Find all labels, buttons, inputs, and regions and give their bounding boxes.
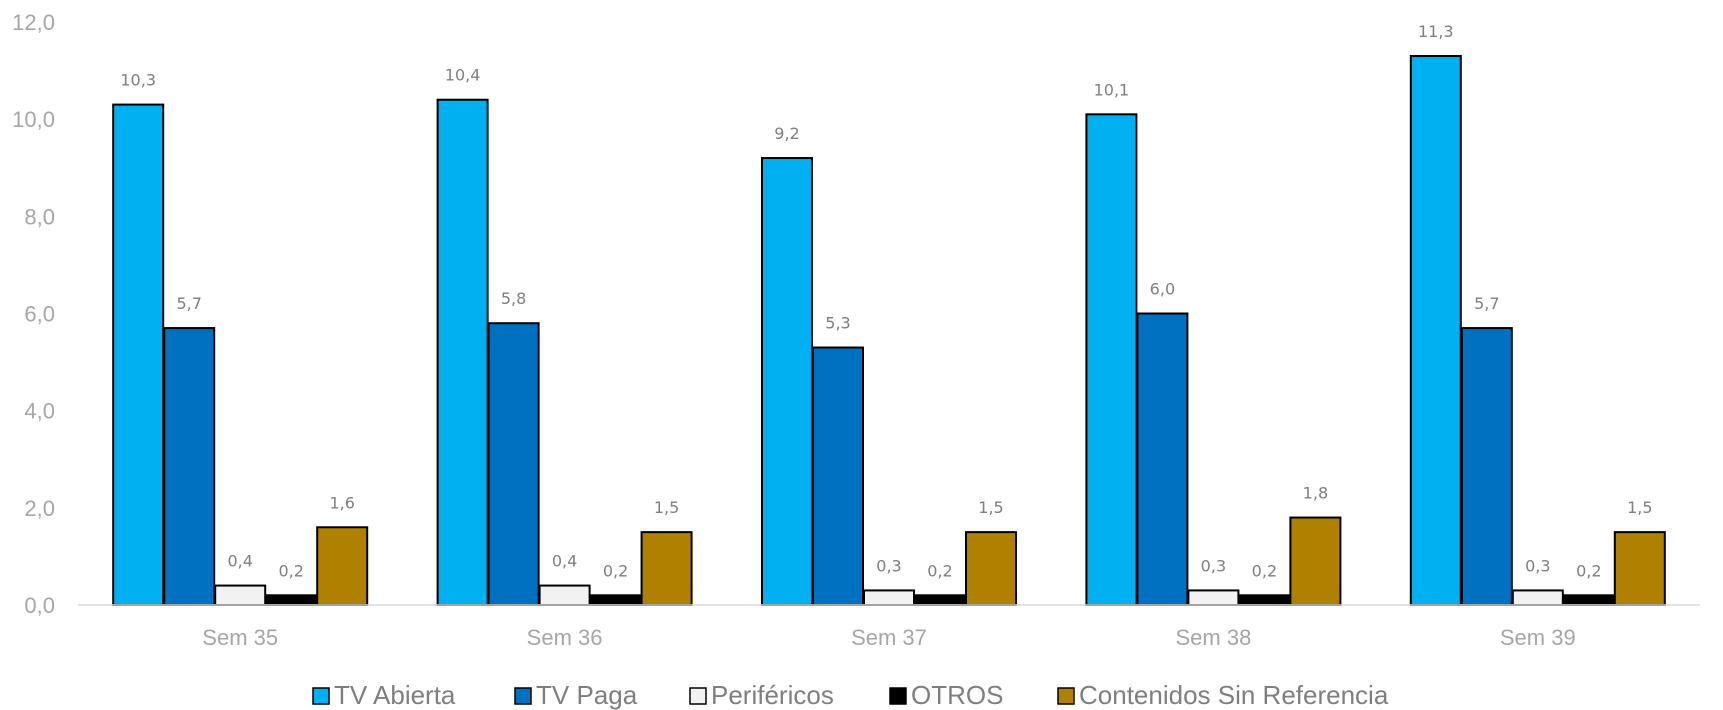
data-label: 9,2: [774, 124, 799, 143]
data-label: 10,4: [445, 66, 481, 85]
data-label: 0,2: [278, 561, 303, 580]
y-tick-label: 6,0: [24, 302, 55, 327]
x-tick-label: Sem 39: [1500, 625, 1576, 650]
plot-area: 10,3 5,7 0,4 0,2 1,6 10,4 5,8 0,4 0,2 1,5 9,2 5,3 0,…: [112, 22, 1666, 607]
data-label: 0,4: [552, 552, 577, 571]
y-tick-label: 2,0: [24, 496, 55, 521]
y-axis: 0,0 2,0 4,0 6,0 8,0 10,0 12,0: [12, 10, 55, 618]
x-axis: Sem 35 Sem 36 Sem 37 Sem 38 Sem 39: [78, 604, 1700, 650]
data-label: 0,2: [603, 561, 628, 580]
bar-perif-ricos-sem-36: [538, 584, 591, 606]
bar-perif-ricos-sem-37: [863, 589, 915, 606]
legend-swatch: [889, 687, 907, 705]
data-label: 10,1: [1094, 80, 1130, 99]
bar-tv-abierta-sem-36: [436, 98, 489, 606]
bar-tv-abierta-sem-39: [1409, 55, 1462, 606]
y-tick-label: 4,0: [24, 399, 55, 424]
y-tick-label: 8,0: [24, 204, 55, 229]
bar-perif-ricos-sem-38: [1187, 589, 1240, 606]
x-tick-label: Sem 37: [851, 625, 927, 650]
data-label: 1,5: [654, 498, 679, 517]
data-label: 1,5: [978, 498, 1003, 517]
legend-label: Contenidos Sin Referencia: [1079, 680, 1389, 710]
data-label: 0,2: [927, 561, 952, 580]
legend-swatch: [1057, 687, 1075, 705]
legend-label: TV Abierta: [334, 680, 456, 710]
data-label: 0,2: [1252, 561, 1277, 580]
y-tick-label: 0,0: [24, 593, 55, 618]
y-tick-label: 10,0: [12, 107, 55, 132]
bar-contenidos-sin-referencia-sem-37: [965, 531, 1017, 606]
data-label: 0,3: [1201, 556, 1226, 575]
x-tick-label: Sem 38: [1175, 625, 1251, 650]
data-label: 1,8: [1303, 484, 1328, 503]
data-label: 0,2: [1576, 561, 1601, 580]
bar-tv-paga-sem-39: [1460, 327, 1513, 606]
legend: TV Abierta TV Paga Periféricos OTROS Conteni…: [312, 680, 1389, 710]
bar-otros-sem-36: [589, 594, 642, 606]
data-label: 0,4: [227, 552, 252, 571]
bar-tv-abierta-sem-37: [761, 157, 813, 607]
legend-label: Periféricos: [711, 680, 834, 710]
data-label: 5,7: [176, 294, 201, 313]
bar-tv-abierta-sem-35: [112, 103, 165, 606]
x-tick-label: Sem 36: [527, 625, 603, 650]
y-tick-label: 12,0: [12, 10, 55, 35]
data-label: 1,5: [1627, 498, 1652, 517]
bar-tv-paga-sem-36: [487, 322, 540, 606]
data-label: 10,3: [120, 71, 156, 90]
x-tick-label: Sem 35: [202, 625, 278, 650]
bar-otros-sem-35: [265, 594, 318, 606]
bar-perif-ricos-sem-39: [1511, 589, 1564, 606]
data-label: 11,3: [1418, 22, 1454, 41]
data-label: 5,7: [1474, 294, 1499, 313]
legend-swatch: [514, 687, 532, 705]
data-label: 0,3: [876, 556, 901, 575]
bar-tv-paga-sem-35: [163, 327, 216, 606]
legend-label: TV Paga: [536, 680, 638, 710]
bar-tv-abierta-sem-38: [1085, 113, 1138, 607]
bar-otros-sem-37: [914, 594, 966, 606]
data-label: 5,8: [501, 289, 526, 308]
bar-contenidos-sin-referencia-sem-38: [1289, 516, 1342, 606]
data-label: 1,6: [329, 493, 354, 512]
bar-contenidos-sin-referencia-sem-35: [316, 526, 369, 606]
bar-contenidos-sin-referencia-sem-39: [1613, 531, 1666, 606]
legend-label: OTROS: [911, 680, 1003, 710]
data-label: 5,3: [825, 314, 850, 333]
legend-swatch: [689, 687, 707, 705]
data-label: 0,3: [1525, 556, 1550, 575]
bar-perif-ricos-sem-35: [214, 584, 267, 606]
bar-otros-sem-38: [1238, 594, 1291, 606]
bar-otros-sem-39: [1562, 594, 1615, 606]
data-label: 6,0: [1150, 280, 1175, 299]
bar-contenidos-sin-referencia-sem-36: [640, 531, 693, 606]
legend-swatch: [312, 687, 330, 705]
bar-tv-paga-sem-38: [1136, 312, 1189, 606]
bar-tv-paga-sem-37: [812, 346, 864, 606]
